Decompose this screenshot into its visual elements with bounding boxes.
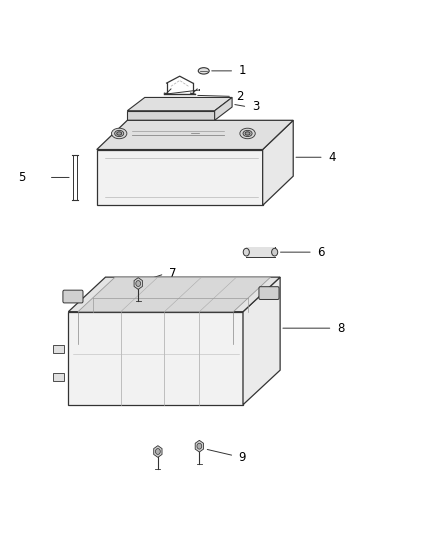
Circle shape	[197, 443, 202, 449]
Bar	[246, 247, 275, 257]
Ellipse shape	[243, 131, 252, 136]
Ellipse shape	[112, 128, 127, 139]
Bar	[97, 150, 263, 205]
Text: 1: 1	[239, 64, 246, 77]
Ellipse shape	[272, 248, 278, 256]
Ellipse shape	[115, 131, 124, 136]
Circle shape	[155, 449, 160, 455]
Ellipse shape	[117, 132, 122, 135]
Ellipse shape	[243, 248, 249, 256]
Polygon shape	[68, 277, 280, 312]
Text: 7: 7	[169, 268, 176, 280]
Text: 5: 5	[18, 171, 25, 184]
Text: 4: 4	[328, 151, 336, 164]
Text: 3: 3	[252, 100, 259, 113]
FancyBboxPatch shape	[259, 287, 279, 300]
Polygon shape	[127, 111, 215, 120]
Polygon shape	[215, 98, 232, 120]
Polygon shape	[134, 278, 142, 289]
Bar	[53, 373, 64, 381]
Polygon shape	[78, 277, 271, 312]
FancyBboxPatch shape	[63, 290, 83, 303]
Polygon shape	[154, 446, 162, 457]
Polygon shape	[243, 277, 280, 405]
Text: 9: 9	[239, 451, 246, 464]
Ellipse shape	[245, 132, 250, 135]
Polygon shape	[263, 120, 293, 205]
Polygon shape	[97, 120, 293, 150]
Polygon shape	[195, 440, 204, 452]
Text: 8: 8	[337, 322, 344, 335]
Text: 6: 6	[317, 246, 325, 259]
Ellipse shape	[198, 68, 209, 74]
Polygon shape	[127, 98, 232, 111]
Circle shape	[136, 280, 141, 286]
Bar	[68, 312, 243, 405]
Bar	[53, 345, 64, 353]
Text: 2: 2	[237, 90, 244, 103]
Ellipse shape	[240, 128, 255, 139]
